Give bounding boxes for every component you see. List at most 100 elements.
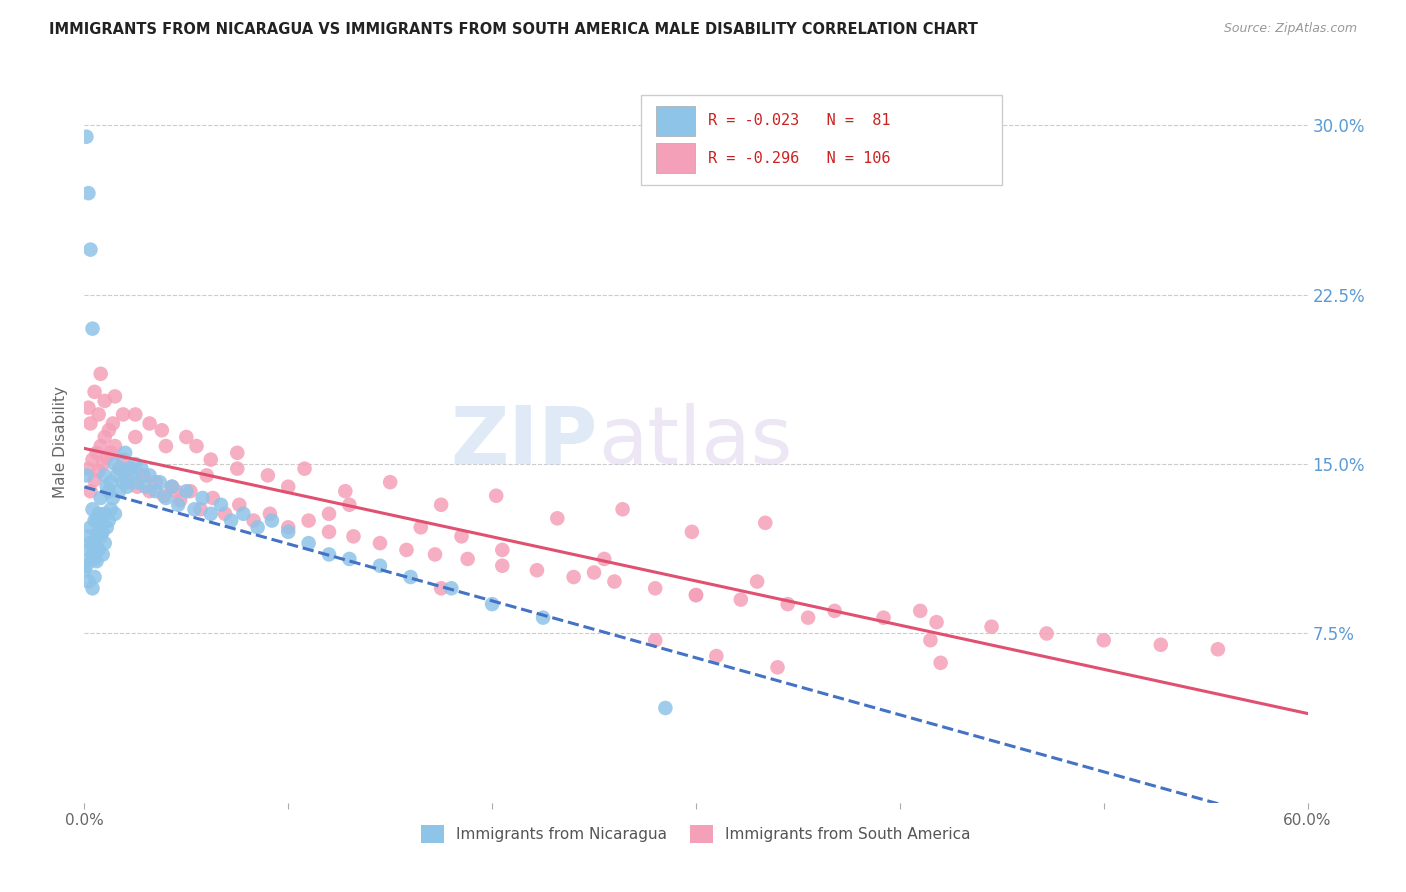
Point [685,588,707,602]
Point [191,491,214,505]
Point [112,452,135,467]
Point [120,461,142,475]
Point [104,507,127,521]
Point [93,468,115,483]
Point [824,604,846,618]
Point [179,484,201,499]
Point [124,408,146,422]
Point [87,464,110,478]
Point [110,461,132,475]
Point [145,484,167,499]
Point [423,548,446,562]
Point [77,574,100,589]
Point [546,511,568,525]
Point [93,430,115,444]
Point [776,597,799,611]
Point [685,588,707,602]
Text: atlas: atlas [598,402,793,481]
Point [183,502,205,516]
Point [681,524,703,539]
FancyBboxPatch shape [641,95,1002,185]
Point [153,489,176,503]
Point [79,536,101,550]
Point [86,554,108,568]
Legend: Immigrants from Nicaragua, Immigrants from South America: Immigrants from Nicaragua, Immigrants fr… [415,819,977,849]
Point [339,552,361,566]
Point [747,574,769,589]
Point [491,558,513,573]
Point [83,536,105,550]
Point [93,536,115,550]
Point [96,450,118,465]
Point [277,524,299,539]
Point [1150,638,1173,652]
Point [77,186,100,201]
Point [654,701,676,715]
Point [86,529,108,543]
Point [83,514,105,528]
Point [526,563,548,577]
Text: R = -0.023   N =  81: R = -0.023 N = 81 [709,113,891,128]
Point [104,389,127,403]
Point [706,648,728,663]
Point [730,592,752,607]
Point [131,461,153,475]
Point [135,480,157,494]
Point [160,480,183,494]
Point [75,558,97,573]
Point [214,507,236,521]
Point [101,491,124,505]
Point [395,542,418,557]
Point [440,582,463,596]
Point [104,439,127,453]
Point [93,507,115,521]
Point [79,552,101,566]
Point [132,468,155,483]
Point [100,446,122,460]
Point [368,536,391,550]
Point [120,468,142,483]
Point [195,468,218,483]
Point [87,542,110,557]
Point [167,498,190,512]
Point [73,563,96,577]
Point [174,484,197,499]
Point [105,468,128,483]
Point [200,507,222,521]
Point [100,475,122,490]
Point [101,417,124,431]
Point [138,417,160,431]
Point [200,452,222,467]
Point [87,524,110,539]
Point [82,582,104,596]
Point [491,542,513,557]
Point [145,475,167,490]
Text: Source: ZipAtlas.com: Source: ZipAtlas.com [1223,22,1357,36]
Point [298,514,321,528]
Point [83,552,105,566]
Point [593,552,616,566]
Point [318,507,340,521]
Point [127,480,149,494]
Point [90,491,112,505]
Point [149,475,172,490]
Point [93,393,115,408]
Point [242,514,264,528]
Point [87,408,110,422]
Point [980,620,1002,634]
Point [82,321,104,335]
Point [79,520,101,534]
Text: ZIP: ZIP [451,402,598,481]
Point [169,493,191,508]
Point [138,484,160,499]
Point [91,524,114,539]
Point [754,516,776,530]
Point [531,610,554,624]
Point [342,529,364,543]
Point [920,633,942,648]
Point [925,615,948,630]
Point [97,514,120,528]
Point [562,570,585,584]
Y-axis label: Male Disability: Male Disability [53,385,69,498]
Point [201,491,224,505]
